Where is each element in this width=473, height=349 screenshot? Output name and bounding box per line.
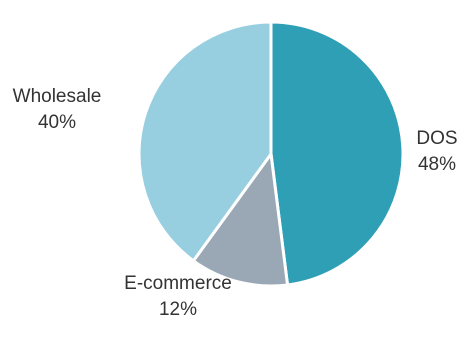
pie-labels: DOS 48% E-commerce 12% Wholesale 40% (13, 86, 458, 320)
pie-label-wholesale: Wholesale (13, 86, 102, 107)
pie-value-e-commerce: 12% (159, 299, 197, 320)
pie-value-dos: 48% (418, 154, 456, 175)
pie-value-wholesale: 40% (38, 112, 76, 133)
pie-label-e-commerce: E-commerce (124, 273, 232, 294)
pie-slice-dos (269, 20, 405, 287)
pie-label-dos: DOS (416, 128, 457, 149)
pie-slices (137, 20, 405, 288)
pie-slice-wholesale (137, 20, 273, 263)
pie-slice-e-commerce (191, 152, 290, 288)
